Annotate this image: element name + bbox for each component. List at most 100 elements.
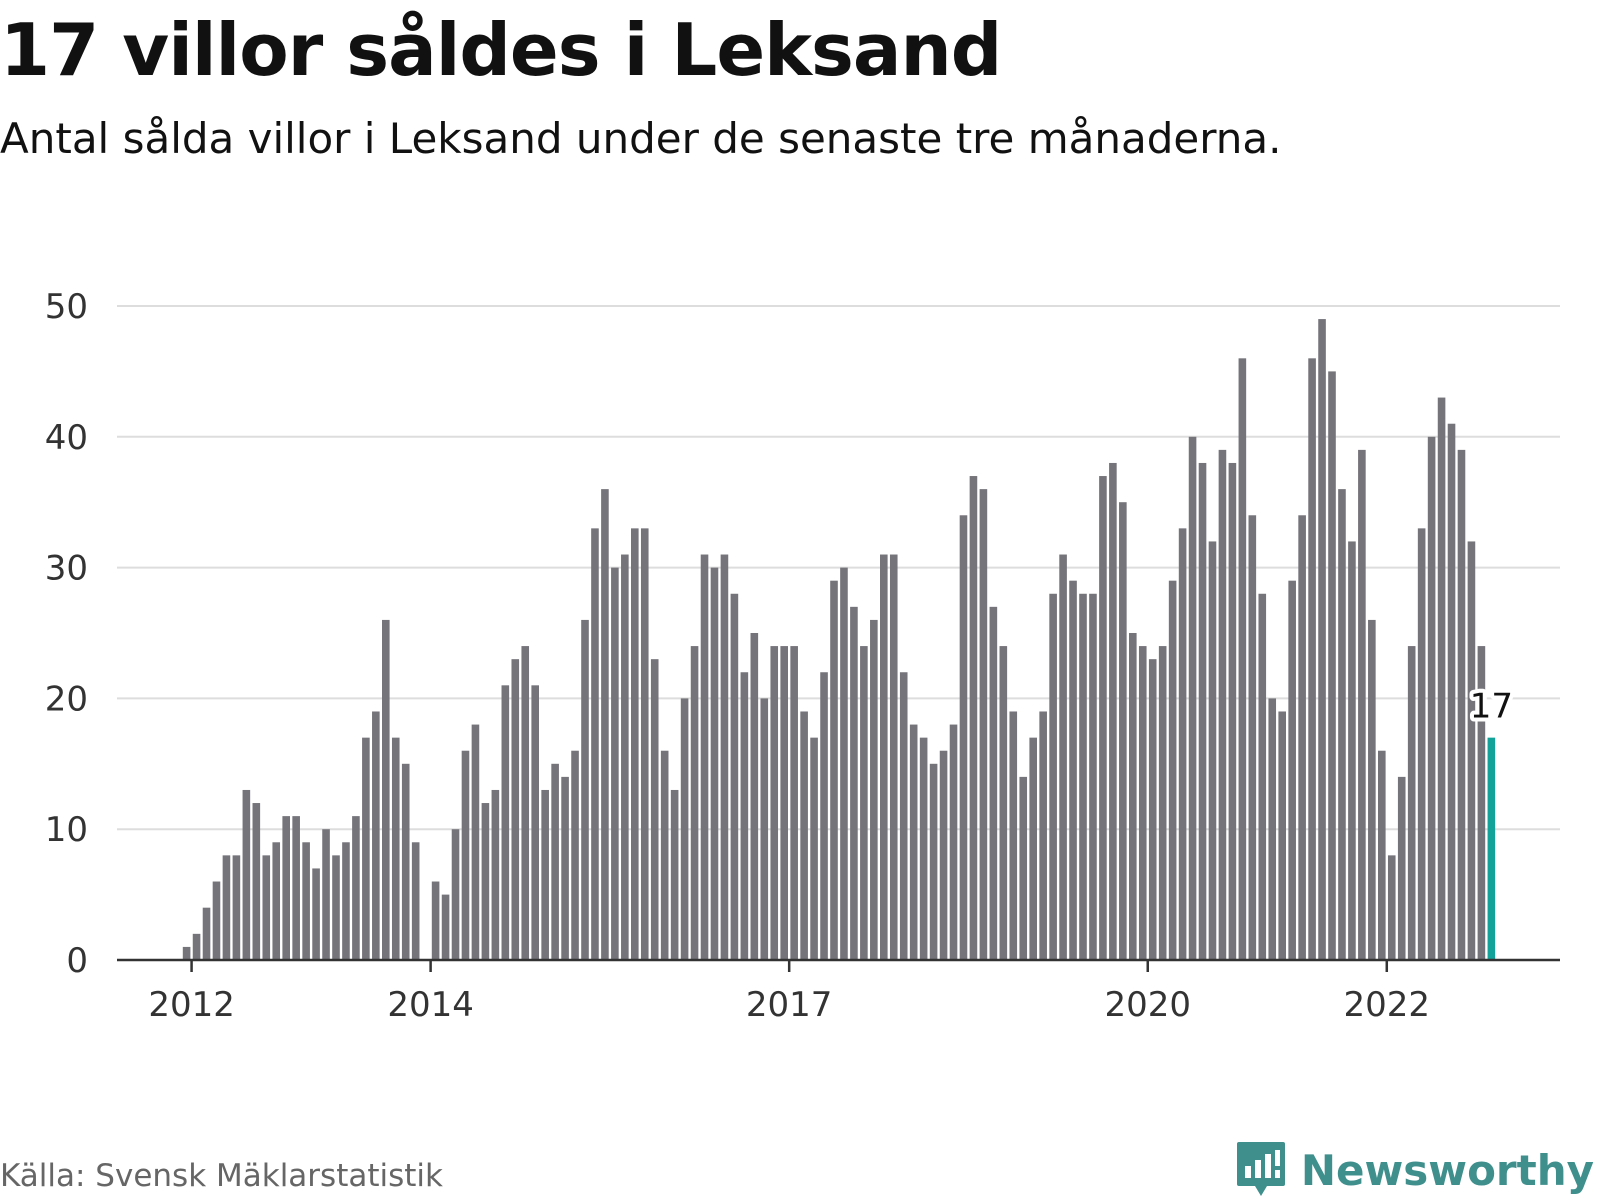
- y-tick-label: 10: [45, 810, 88, 850]
- bar: [1009, 711, 1018, 960]
- bar: [431, 881, 440, 960]
- bar: [322, 829, 330, 960]
- bar: [1328, 371, 1336, 960]
- bar: [571, 750, 579, 960]
- bar: [581, 619, 589, 960]
- bar: [1228, 462, 1237, 960]
- bar: [1348, 541, 1356, 960]
- bar: [531, 685, 539, 960]
- bar: [471, 724, 480, 960]
- bar: [192, 933, 201, 960]
- bar: [1029, 737, 1037, 960]
- data-labels: 17: [1466, 683, 1517, 731]
- bar: [850, 606, 858, 960]
- bar: [461, 750, 470, 960]
- bar: [272, 842, 281, 960]
- bar: [1099, 476, 1107, 960]
- bar: [810, 737, 818, 960]
- y-tick-label: 30: [45, 549, 88, 589]
- bar: [451, 829, 460, 960]
- bar: [1378, 750, 1386, 960]
- x-tick-label: 2020: [1104, 985, 1191, 1025]
- bar: [1059, 554, 1067, 960]
- bar: [411, 842, 420, 960]
- bar: [1457, 449, 1466, 960]
- bar: [1119, 502, 1127, 960]
- bar: [631, 528, 639, 960]
- bar: [551, 763, 559, 960]
- bar: [312, 868, 320, 960]
- bar: [1447, 423, 1456, 961]
- bar: [820, 672, 828, 960]
- bar: [1397, 776, 1406, 960]
- bar: [212, 881, 221, 960]
- bar: [1089, 593, 1097, 960]
- bar: [1039, 711, 1047, 960]
- bar: [1308, 358, 1316, 960]
- bar: [989, 606, 998, 960]
- bar: [1148, 659, 1157, 960]
- bar: [750, 633, 759, 960]
- bar: [889, 554, 898, 960]
- bar: [1248, 515, 1257, 960]
- bar: [591, 528, 599, 960]
- bar: [362, 737, 370, 960]
- bar: [541, 789, 549, 960]
- bar: [909, 724, 918, 960]
- source-note: Källa: Svensk Mäklarstatistik: [0, 1158, 443, 1194]
- bar: [949, 724, 958, 960]
- bar: [1049, 593, 1057, 960]
- bar: [202, 907, 211, 960]
- bar: [521, 646, 530, 960]
- bar: [1318, 319, 1326, 961]
- x-tick-label: 2022: [1344, 985, 1431, 1025]
- bar: [760, 698, 769, 960]
- bar: [1268, 698, 1277, 960]
- bar: [282, 816, 290, 960]
- bar: [511, 659, 520, 960]
- bar-chart: 0 10 20 30 40 50 2012 2014 2017 2020 2022 17: [45, 287, 1560, 1025]
- bar: [690, 646, 699, 960]
- bar: [929, 763, 938, 960]
- newsworthy-logo-icon: [1236, 1142, 1285, 1196]
- bar: [481, 803, 490, 960]
- bar-highlight: [1487, 737, 1496, 960]
- bar: [710, 567, 719, 960]
- bar: [969, 476, 978, 960]
- x-tick-label: 2012: [148, 985, 235, 1025]
- bar: [840, 567, 848, 960]
- bar: [1467, 541, 1476, 960]
- bar: [1288, 580, 1296, 960]
- bar: [1069, 580, 1077, 960]
- bar: [880, 554, 888, 960]
- brand-name: Newsworthy: [1300, 1145, 1594, 1195]
- brand-logo[interactable]: Newsworthy: [1235, 1140, 1594, 1200]
- chart-subtitle: Antal sålda villor i Leksand under de se…: [0, 114, 1282, 163]
- bar: [302, 842, 310, 960]
- bar: [939, 750, 948, 960]
- bar: [1019, 776, 1028, 960]
- bar: [621, 554, 629, 960]
- bar: [979, 489, 988, 960]
- bar: [1387, 855, 1396, 960]
- bar: [680, 698, 689, 960]
- bar: [292, 816, 300, 960]
- bar: [401, 763, 410, 960]
- bar: [232, 855, 241, 960]
- bars: [182, 319, 1496, 961]
- bar: [1188, 436, 1197, 960]
- bar: [1109, 462, 1117, 960]
- bar: [1158, 646, 1167, 960]
- bar: [501, 685, 510, 960]
- x-axis-ticks: 2012 2014 2017 2020 2022: [148, 960, 1430, 1025]
- bar: [830, 580, 838, 960]
- bar: [222, 855, 231, 960]
- bar: [800, 711, 808, 960]
- bar: [1278, 711, 1286, 960]
- bar: [660, 750, 669, 960]
- x-tick-label: 2017: [746, 985, 833, 1025]
- bar: [262, 855, 271, 960]
- bar: [352, 816, 360, 960]
- bar: [332, 855, 340, 960]
- y-axis-ticks: 0 10 20 30 40 50: [45, 287, 88, 981]
